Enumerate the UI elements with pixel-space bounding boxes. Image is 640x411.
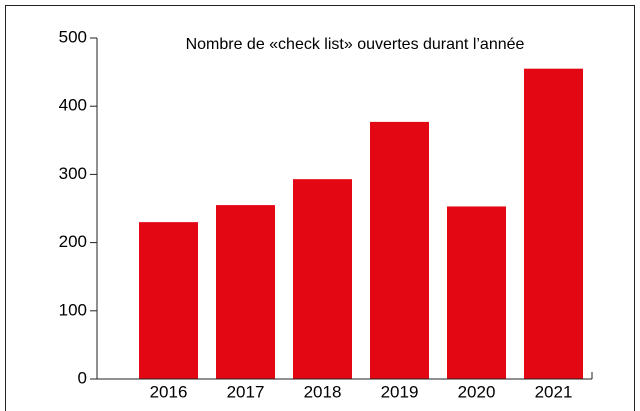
x-tick-label: 2019 — [381, 382, 419, 401]
y-tick-label: 100 — [59, 300, 87, 319]
bar — [139, 222, 198, 379]
frame — [5, 5, 635, 411]
x-tick-label: 2016 — [150, 382, 188, 401]
x-tick-label: 2018 — [304, 382, 342, 401]
x-tick-label: 2021 — [535, 382, 573, 401]
x-tick-label: 2017 — [227, 382, 265, 401]
bar — [447, 206, 506, 379]
y-tick-label: 0 — [78, 368, 87, 387]
y-tick-label: 300 — [59, 164, 87, 183]
bar — [524, 68, 583, 379]
y-tick-label: 500 — [59, 27, 87, 46]
bar — [216, 205, 275, 379]
bar — [370, 121, 429, 380]
chart-title: Nombre de «check list» ouvertes durant l… — [186, 36, 525, 53]
y-tick-label: 200 — [59, 232, 87, 251]
y-tick-label: 400 — [59, 96, 87, 115]
bar — [293, 179, 352, 379]
x-tick-label: 2020 — [458, 382, 496, 401]
